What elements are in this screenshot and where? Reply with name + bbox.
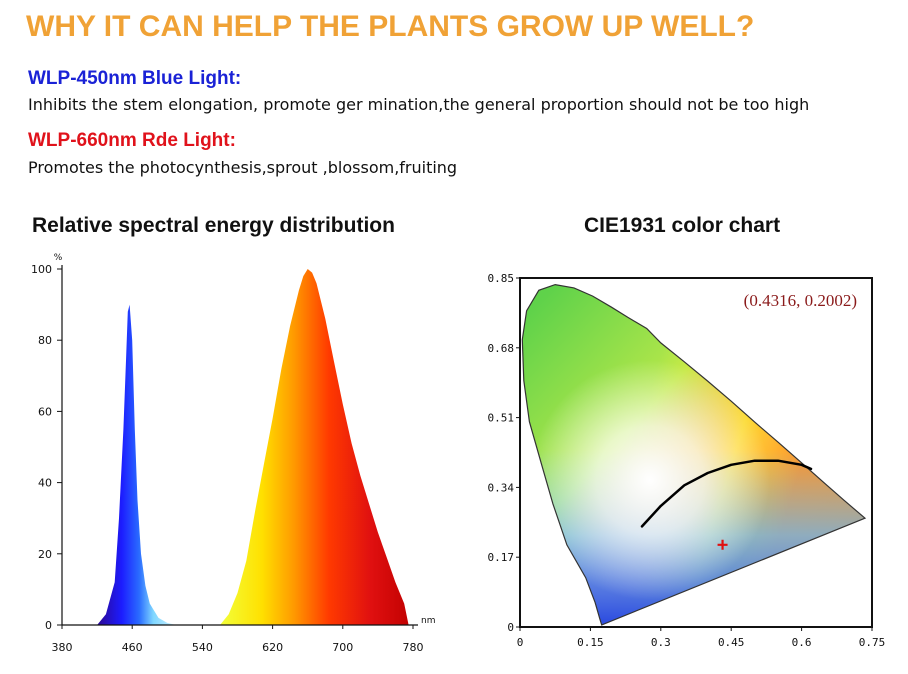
blue-light-description: Inhibits the stem elongation, promote ge… (28, 95, 810, 114)
cie-chart: 0 0.17 0.34 0.51 0.68 0.85 0 0.15 0.3 0.45 0.6 0.75… (488, 272, 886, 649)
y-tick-label: 0.34 (488, 481, 515, 494)
x-tick-label: 0.45 (718, 636, 745, 649)
red-light-description: Promotes the photocynthesis,sprout ,blos… (28, 158, 458, 177)
chromaticity-point-marker (717, 539, 728, 550)
y-tick-label: 0 (45, 619, 52, 632)
y-tick-label: 20 (38, 548, 52, 561)
y-tick-label: 0 (507, 621, 514, 634)
x-tick-label: 780 (403, 641, 424, 654)
x-tick-label: 0 (517, 636, 524, 649)
blue-light-title: WLP-450nm Blue Light: (28, 68, 242, 89)
x-tick-label: 0.6 (792, 636, 812, 649)
x-tick-label: 700 (332, 641, 353, 654)
chromaticity-point-label: (0.4316, 0.2002) (744, 291, 857, 310)
spectrum-chart-title: Relative spectral energy distribution (32, 214, 395, 237)
cie-plot-frame (519, 277, 873, 628)
planckian-locus-curve (640, 459, 813, 528)
y-tick-label: 0.68 (488, 342, 515, 355)
page-headline: WHY IT CAN HELP THE PLANTS GROW UP WELL? (26, 10, 755, 43)
y-unit-label: % (54, 253, 63, 263)
x-tick-label: 540 (192, 641, 213, 654)
spectrum-peak-1 (97, 304, 177, 625)
y-tick-label: 0.51 (488, 412, 515, 425)
x-tick-label: 460 (122, 641, 143, 654)
x-tick-label: 380 (52, 641, 73, 654)
y-tick-label: 60 (38, 405, 52, 418)
cie-color-fill (522, 284, 865, 625)
y-tick-label: 40 (38, 477, 52, 490)
cie-white-center (522, 284, 865, 625)
spectrum-peak-2 (220, 269, 409, 625)
x-tick-label: 0.3 (651, 636, 671, 649)
red-light-title: WLP-660nm Rde Light: (28, 130, 236, 151)
cie-chart-title: CIE1931 color chart (584, 214, 781, 237)
x-tick-label: 0.15 (577, 636, 604, 649)
x-tick-label: 620 (262, 641, 283, 654)
spectral-locus-outline (521, 283, 867, 626)
y-tick-label: 100 (31, 263, 52, 276)
y-tick-label: 0.17 (488, 551, 515, 564)
spectrum-chart: 0 20 40 60 80 100 380 460 540 620 700 780% nm (31, 253, 435, 654)
y-tick-label: 0.85 (488, 272, 515, 285)
x-unit-label: nm (421, 616, 435, 626)
y-tick-label: 80 (38, 334, 52, 347)
x-tick-label: 0.75 (859, 636, 886, 649)
